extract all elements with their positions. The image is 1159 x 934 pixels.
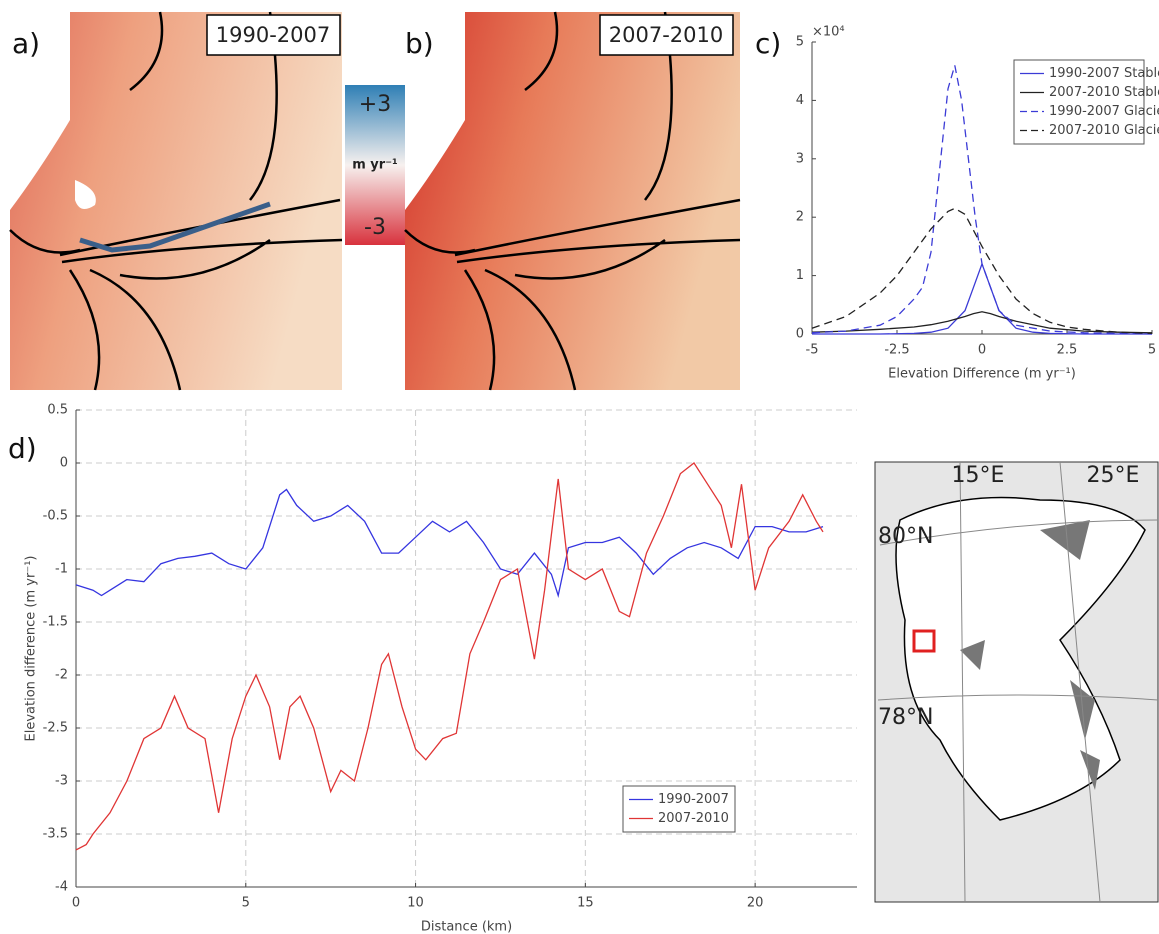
x-tick-label: -2.5 [884, 343, 909, 358]
series-line [812, 261, 1152, 335]
y-exponent: ×10⁴ [812, 25, 845, 40]
map-void [405, 12, 465, 210]
series-line [811, 65, 1153, 335]
map-label: 80°N [878, 524, 933, 549]
x-tick-label: 5 [242, 896, 250, 911]
legend-box [622, 785, 736, 833]
x-tick-label: 0 [978, 343, 986, 358]
y-tick-label: 2 [796, 210, 804, 225]
y-tick-label: -1.5 [43, 615, 68, 630]
legend-label: 2007-2010 Glacier [1049, 123, 1159, 138]
inset-map [874, 461, 1159, 903]
series-line [75, 462, 824, 851]
panel-label: d) [8, 432, 37, 465]
title-box [599, 14, 734, 56]
series-line [811, 311, 1153, 334]
title-box [206, 14, 341, 56]
graticule [877, 461, 1159, 903]
x-tick-label: 20 [747, 896, 764, 911]
legend-label: 1990-2007 Stable [1049, 66, 1159, 81]
legend-label: 2007-2010 Stable [1049, 85, 1159, 100]
land [895, 496, 1146, 821]
colorbar-unit: m yr⁻¹ [352, 158, 398, 173]
map-b [404, 11, 741, 391]
map-a [9, 11, 343, 391]
y-tick-label: -2.5 [43, 721, 68, 736]
panel-label: b) [405, 27, 434, 60]
y-tick-label: -2 [55, 668, 68, 683]
colorbar-min: -3 [364, 215, 386, 240]
panel-label: c) [755, 27, 781, 60]
y-tick-label: -3 [55, 774, 68, 789]
legend-label: 1990-2007 [658, 792, 729, 807]
legend-label: 1990-2007 Glacier [1049, 104, 1159, 119]
y-tick-label: -1 [55, 562, 68, 577]
y-tick-label: -0.5 [43, 509, 68, 524]
map-title: 2007-2010 [609, 23, 723, 47]
x-axis-label: Elevation Difference (m yr⁻¹) [888, 367, 1076, 382]
y-tick-label: -3.5 [43, 827, 68, 842]
map-void [10, 12, 70, 210]
map-label: 25°E [1087, 463, 1140, 488]
y-tick-label: 3 [796, 151, 804, 166]
map-label: 15°E [952, 463, 1005, 488]
transect [79, 201, 271, 253]
x-tick-label: 5 [1148, 343, 1156, 358]
y-tick-label: 5 [796, 35, 804, 50]
colorbar-max: +3 [359, 92, 391, 117]
y-tick-label: 0 [796, 327, 804, 342]
map-title: 1990-2007 [216, 23, 330, 47]
y-tick-label: -4 [55, 880, 68, 895]
colorbar [345, 85, 405, 245]
x-axis-label: Distance (km) [421, 920, 512, 934]
x-tick-label: 2.5 [1057, 343, 1078, 358]
x-tick-label: 10 [407, 896, 424, 911]
map-label: 78°N [878, 705, 933, 730]
map-void [75, 180, 96, 209]
series-line [811, 207, 1153, 335]
panel-label: a) [12, 27, 40, 60]
y-tick-label: 4 [796, 93, 804, 108]
study-area [912, 629, 936, 653]
outline [9, 11, 343, 391]
legend-label: 2007-2010 [658, 811, 729, 826]
y-tick-label: 0 [60, 456, 68, 471]
x-tick-label: 0 [72, 896, 80, 911]
y-axis-label: Elevation difference (m yr⁻¹) [24, 556, 39, 742]
series-line [75, 488, 824, 599]
ice [960, 520, 1100, 790]
x-tick-label: -5 [806, 343, 819, 358]
outline [404, 11, 741, 391]
y-tick-label: 0.5 [47, 403, 68, 418]
x-tick-label: 15 [577, 896, 594, 911]
y-tick-label: 1 [796, 268, 804, 283]
